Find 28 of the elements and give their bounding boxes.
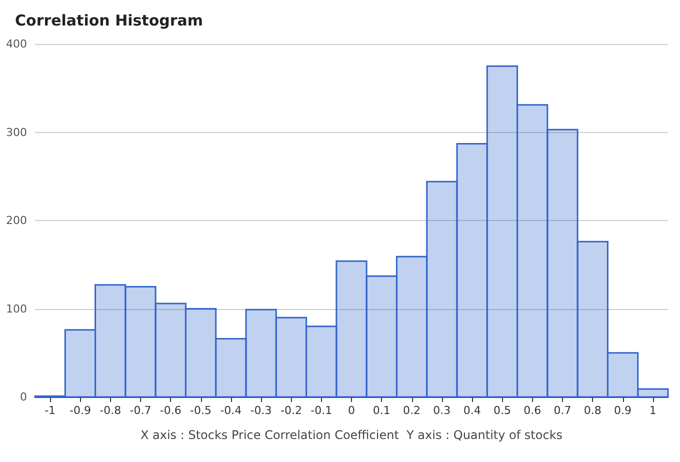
x-tick-label: 0.7 <box>554 404 572 417</box>
x-tick-label: -0.5 <box>190 404 212 417</box>
x-tick-label: -0.9 <box>69 404 91 417</box>
x-tick-label: 1 <box>649 404 656 417</box>
y-tick-label: 200 <box>6 214 27 227</box>
x-tick-label: -0.8 <box>100 404 122 417</box>
x-tick-label: -1 <box>44 404 56 417</box>
x-tick-label: -0.4 <box>220 404 242 417</box>
x-tick-label: -0.3 <box>250 404 272 417</box>
y-tick-label: 100 <box>6 302 27 316</box>
x-tick-label: 0.3 <box>433 404 451 417</box>
x-tick-label: -0.6 <box>160 404 182 417</box>
y-tick-label: 0 <box>20 390 27 404</box>
x-tick-label: 0.9 <box>614 404 632 417</box>
x-tick-label: 0.8 <box>584 404 602 417</box>
y-tick-label: 300 <box>6 126 27 139</box>
chart-title: Correlation Histogram <box>15 12 204 30</box>
x-tick-label: 0.5 <box>493 404 511 417</box>
x-tick-label: 0.1 <box>372 404 390 417</box>
x-tick-label: 0.6 <box>524 404 542 417</box>
y-tick-label: 400 <box>6 38 27 50</box>
x-tick-label: -0.2 <box>280 404 302 417</box>
x-tick-label: 0 <box>348 404 355 417</box>
x-tick-label: -0.1 <box>310 404 332 417</box>
x-tick-label: 0.4 <box>463 404 481 417</box>
x-tick-label: 0.2 <box>403 404 421 417</box>
x-axis-title: X axis : Stocks Price Correlation Coefficient Y axis : Quantity of stocks <box>140 428 563 442</box>
x-tick-label: -0.7 <box>130 404 152 417</box>
